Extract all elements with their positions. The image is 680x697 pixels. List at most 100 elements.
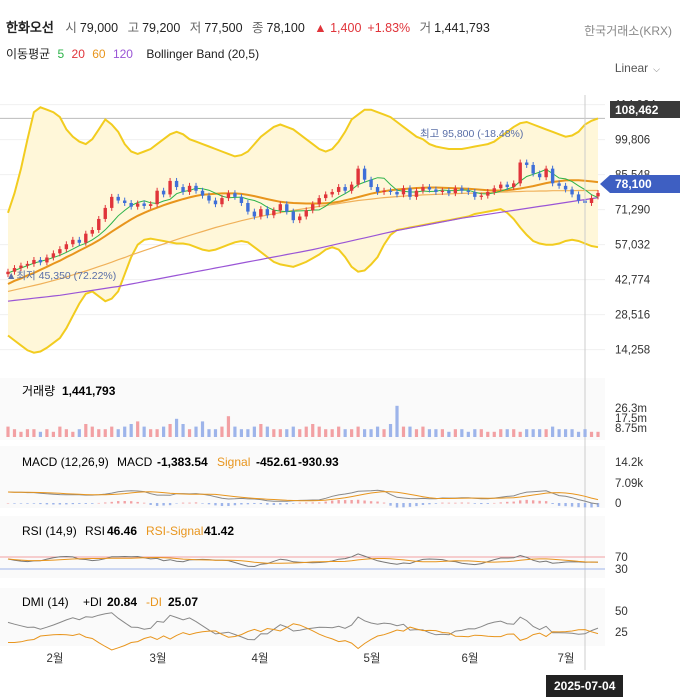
macd-chart xyxy=(6,489,600,508)
candle-body xyxy=(200,190,205,196)
macd-hist-bar xyxy=(460,502,464,504)
macd-hist-bar xyxy=(279,503,282,505)
candle-body xyxy=(395,191,399,195)
volume-bar xyxy=(291,426,295,437)
candle-body xyxy=(272,210,276,216)
stock-header: 한화오선 시 79,000 고 79,200 저 77,500 종 78,100 ▲ 1… xyxy=(6,17,496,36)
volume-label: 거 xyxy=(419,21,432,35)
macd-hist-bar xyxy=(266,503,269,505)
volume-bar xyxy=(427,429,432,437)
macd-value: -1,383.54 xyxy=(157,455,208,469)
candle-body xyxy=(97,218,101,230)
volume-bar xyxy=(375,426,380,437)
candle-body xyxy=(181,187,185,192)
candle-body xyxy=(473,191,477,197)
volume-bar xyxy=(278,429,282,437)
volume-bar xyxy=(233,426,237,437)
volume-bar xyxy=(38,431,43,437)
macd-hist-bar xyxy=(486,503,489,504)
bollinger-label: Bollinger Band (20,5) xyxy=(146,47,260,61)
volume-bar xyxy=(531,429,535,437)
low-value: 77,500 xyxy=(204,21,243,35)
macd-hist-bar xyxy=(343,500,347,504)
indicator-legend[interactable]: 이동평균 5 20 60 120 Bollinger Band (20,5) xyxy=(6,45,263,62)
macd-hist-bar xyxy=(324,501,327,504)
candle-body xyxy=(71,239,75,245)
volume-bar xyxy=(77,429,81,437)
candle-body xyxy=(291,211,295,221)
macd-hist-bar xyxy=(447,502,451,504)
x-tick-label: 7월 xyxy=(558,652,575,665)
macd-hist-bar xyxy=(363,500,366,504)
macd-hist-bar xyxy=(577,503,580,508)
macd-hist-bar xyxy=(6,503,10,504)
macd-hist-bar xyxy=(162,503,165,506)
candle-body xyxy=(427,187,432,190)
volume-bar xyxy=(551,426,555,437)
candle-body xyxy=(32,259,36,264)
dmi-tick-label: 25 xyxy=(615,627,628,639)
candle-body xyxy=(12,268,17,272)
candle-body xyxy=(84,233,88,243)
candle-body xyxy=(317,198,321,205)
ma60-label: 60 xyxy=(92,47,106,61)
scale-mode-select[interactable]: Linear ⌵ xyxy=(615,61,660,75)
ma5-label: 5 xyxy=(57,47,65,61)
macd-hist-bar xyxy=(369,501,373,504)
volume-bar xyxy=(272,429,276,437)
macd-hist-bar xyxy=(58,503,62,505)
macd-hist-bar xyxy=(473,503,477,504)
candle-body xyxy=(6,271,10,275)
price-chart[interactable] xyxy=(0,95,605,670)
candle-body xyxy=(499,184,503,189)
macd-hist-bar xyxy=(110,501,113,504)
volume-bar xyxy=(142,426,146,437)
candle-body xyxy=(103,207,107,219)
candle-body xyxy=(252,211,257,217)
volume-bar xyxy=(239,429,244,437)
volume-bar xyxy=(12,429,17,437)
price-tick-label: 14,258 xyxy=(615,345,650,357)
rsi-signal-line xyxy=(7,556,598,564)
volume-bar xyxy=(570,429,574,437)
candle-body xyxy=(362,168,367,180)
volume-bar xyxy=(162,426,166,437)
candle-body xyxy=(518,162,522,184)
macd-hist-bar xyxy=(233,503,237,506)
macd-hist-bar xyxy=(467,502,470,504)
candle-body xyxy=(45,257,49,263)
macd-hist-bar xyxy=(285,503,288,505)
candle-body xyxy=(576,194,581,201)
volume-bar xyxy=(103,429,107,437)
candle-body xyxy=(557,183,561,186)
volume-bar xyxy=(421,426,425,437)
candle-body xyxy=(38,259,43,263)
volume-bar xyxy=(226,416,231,437)
macd-hist-bar xyxy=(434,503,438,504)
candle-body xyxy=(440,190,445,192)
macd-hist-bar xyxy=(557,503,561,506)
candle-body xyxy=(524,162,529,165)
volume-bar xyxy=(207,429,211,437)
volume-bar xyxy=(557,429,561,437)
rsi-signal-value: 41.42 xyxy=(204,524,234,538)
candle-body xyxy=(336,187,341,192)
macd-hist-bar xyxy=(590,503,593,508)
scale-mode-label: Linear xyxy=(614,61,649,75)
macd-tick-label: 14.2k xyxy=(615,457,643,469)
ma20-line xyxy=(7,179,599,285)
macd-hist-bar xyxy=(376,501,379,504)
volume-bar xyxy=(71,431,75,437)
mdi-label: -DI xyxy=(146,595,162,609)
volume-bar xyxy=(19,431,23,437)
volume-bar xyxy=(110,426,114,437)
volume-bar xyxy=(440,429,444,437)
exchange-label: 한국거래소(KRX) xyxy=(584,24,672,38)
close-label: 종 xyxy=(252,21,264,35)
volume-bar xyxy=(362,429,367,437)
macd-hist-bar xyxy=(389,503,392,506)
rsi-signal-label: RSI-Signal xyxy=(146,524,203,538)
chevron-down-icon: ⌵ xyxy=(653,64,660,74)
mdi-line xyxy=(8,623,599,651)
